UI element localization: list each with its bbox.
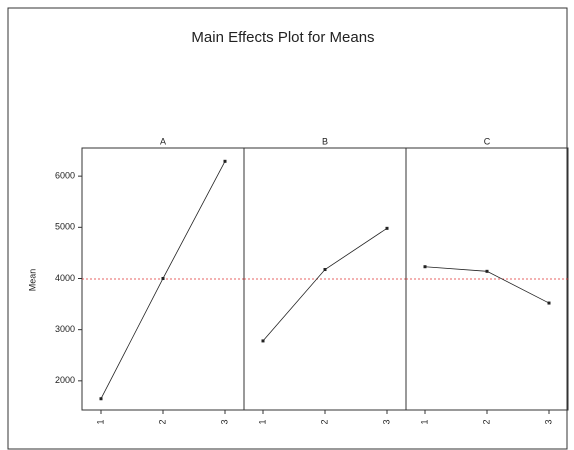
- x-tick-label: 1: [419, 419, 429, 424]
- point: [161, 276, 165, 280]
- x-tick-label: 2: [319, 419, 329, 424]
- point: [547, 301, 551, 305]
- x-tick-label: 1: [95, 419, 105, 424]
- x-tick-label: 3: [543, 419, 553, 424]
- point: [223, 159, 227, 163]
- effect-line: [100, 161, 226, 399]
- point: [261, 339, 265, 343]
- x-tick-label: 2: [157, 419, 167, 424]
- y-axis-label: Mean: [27, 269, 37, 292]
- y-tick-label: 4000: [55, 273, 75, 283]
- point: [385, 226, 389, 230]
- effect-line: [262, 228, 388, 342]
- y-tick-label: 3000: [55, 324, 75, 334]
- panel-label: C: [484, 136, 491, 146]
- frame: [7, 7, 568, 450]
- x-tick-label: 2: [481, 419, 491, 424]
- point: [423, 265, 427, 269]
- y-tick-label: 2000: [55, 375, 75, 385]
- x-tick-label: 1: [257, 419, 267, 424]
- point: [485, 269, 489, 273]
- panel-label: A: [160, 136, 166, 146]
- point: [99, 397, 103, 401]
- panel-label: B: [322, 136, 328, 146]
- x-tick-label: 3: [219, 419, 229, 424]
- y-tick-label: 6000: [55, 171, 75, 181]
- point: [323, 268, 327, 272]
- x-tick-label: 3: [381, 419, 391, 424]
- chart-title: Main Effects Plot for Means: [191, 29, 374, 46]
- y-tick-label: 5000: [55, 222, 75, 232]
